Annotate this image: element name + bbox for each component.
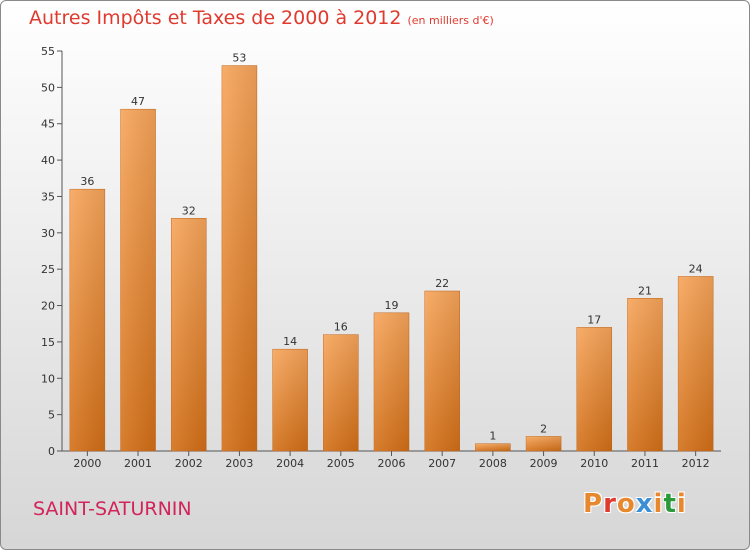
- logo-letter: P: [583, 489, 604, 519]
- y-tick-label: 20: [41, 300, 55, 313]
- logo-letter: o: [616, 489, 636, 519]
- x-tick-label: 2001: [124, 457, 152, 470]
- y-tick-label: 5: [48, 409, 55, 422]
- bar-shade: [424, 291, 460, 451]
- logo-letter: x: [635, 489, 654, 519]
- y-tick-label: 0: [48, 445, 55, 458]
- x-tick-label: 2000: [73, 457, 101, 470]
- bar-shade: [120, 109, 156, 451]
- bar-shade: [69, 189, 105, 451]
- proxiti-logo: Proxiti: [583, 489, 687, 519]
- value-label: 32: [182, 204, 196, 217]
- commune-name: SAINT-SATURNIN: [33, 498, 192, 520]
- value-label: 21: [638, 284, 652, 297]
- y-tick-label: 10: [41, 372, 55, 385]
- x-tick-label: 2009: [530, 457, 558, 470]
- bar-shade: [374, 312, 409, 451]
- x-tick-label: 2012: [682, 457, 710, 470]
- value-label: 1: [489, 430, 496, 443]
- y-tick-label: 45: [41, 118, 55, 131]
- chart-title-text: Autres Impôts et Taxes de 2000 à 2012: [29, 7, 402, 29]
- y-tick-label: 15: [41, 336, 55, 349]
- x-tick-label: 2011: [631, 457, 659, 470]
- x-tick-label: 2008: [479, 457, 507, 470]
- y-tick-label: 55: [41, 45, 55, 58]
- bar-shade: [475, 443, 511, 451]
- value-label: 19: [385, 299, 399, 312]
- x-tick-label: 2004: [276, 457, 304, 470]
- value-label: 16: [334, 321, 348, 334]
- chart-subtitle: (en milliers d'€): [407, 14, 494, 27]
- value-label: 14: [283, 335, 297, 348]
- x-tick-label: 2010: [580, 457, 608, 470]
- x-tick-label: 2005: [327, 457, 355, 470]
- y-tick-label: 35: [41, 190, 55, 203]
- x-tick-label: 2002: [175, 457, 203, 470]
- chart-labels: 2000 36 2001 47 2002 32 2003 53 2004 14 2005 16 2006…: [73, 52, 709, 470]
- chart-bars: [69, 65, 714, 452]
- bar-shade: [678, 276, 714, 451]
- x-tick-label: 2007: [428, 457, 456, 470]
- bar-shade: [627, 298, 663, 451]
- x-tick-label: 2003: [225, 457, 253, 470]
- value-label: 2: [540, 422, 547, 435]
- logo-letter: t: [663, 489, 677, 519]
- logo-letter: i: [653, 489, 664, 519]
- bar-shade: [323, 334, 359, 451]
- bar-shade: [171, 218, 207, 451]
- value-label: 17: [587, 313, 601, 326]
- value-label: 22: [435, 277, 449, 290]
- logo-letter: r: [603, 489, 617, 519]
- value-label: 36: [80, 175, 94, 188]
- value-label: 24: [689, 262, 703, 275]
- y-tick-label: 40: [41, 154, 55, 167]
- value-label: 53: [232, 52, 246, 65]
- y-tick-label: 25: [41, 263, 55, 276]
- y-tick-label: 30: [41, 227, 55, 240]
- chart-title: Autres Impôts et Taxes de 2000 à 2012 (en…: [29, 7, 494, 29]
- y-tick-label: 50: [41, 81, 55, 94]
- bar-shade: [576, 327, 612, 451]
- bar-shade: [272, 349, 308, 451]
- bar-shade: [526, 436, 562, 451]
- logo-letter: i: [676, 489, 687, 519]
- value-label: 47: [131, 95, 145, 108]
- bar-shade: [221, 65, 257, 451]
- x-tick-label: 2006: [378, 457, 406, 470]
